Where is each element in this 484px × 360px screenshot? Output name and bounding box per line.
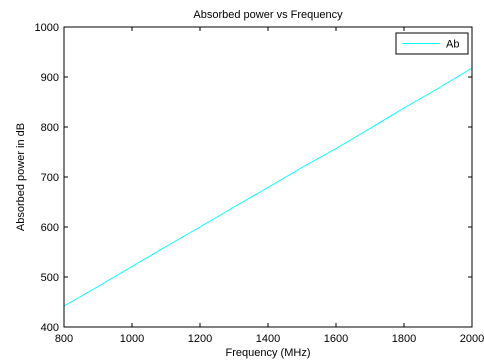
ticks-layer: 800 1000 1200 1400 1600 1800 2000 400 500 600 700 8… xyxy=(35,22,484,345)
y-tick-label: 600 xyxy=(41,222,59,234)
y-tick-label: 800 xyxy=(41,122,59,134)
y-tick-label: 400 xyxy=(41,322,59,334)
x-tick-label: 800 xyxy=(55,333,73,345)
legend: Ab xyxy=(395,32,469,55)
y-tick-label: 1000 xyxy=(35,22,59,34)
y-tick-label: 900 xyxy=(41,72,59,84)
series-line-ab xyxy=(63,67,473,307)
x-tick-label: 1200 xyxy=(188,333,212,345)
x-tick-label: 1800 xyxy=(392,333,416,345)
legend-label-ab: Ab xyxy=(446,39,459,51)
y-tick-label: 700 xyxy=(41,172,59,184)
plot-frame xyxy=(63,26,473,328)
x-tick-label: 1600 xyxy=(324,333,348,345)
series-layer xyxy=(63,67,473,307)
x-tick-label: 2000 xyxy=(460,333,484,345)
y-axis-title: Absorbed power in dB xyxy=(15,123,27,231)
y-tick-label: 500 xyxy=(41,272,59,284)
x-tick-label: 1400 xyxy=(256,333,280,345)
x-tick-label: 1000 xyxy=(120,333,144,345)
chart-title: Absorbed power vs Frequency xyxy=(193,9,343,21)
plot-background xyxy=(64,27,472,327)
x-axis-title: Frequency (MHz) xyxy=(226,347,311,359)
